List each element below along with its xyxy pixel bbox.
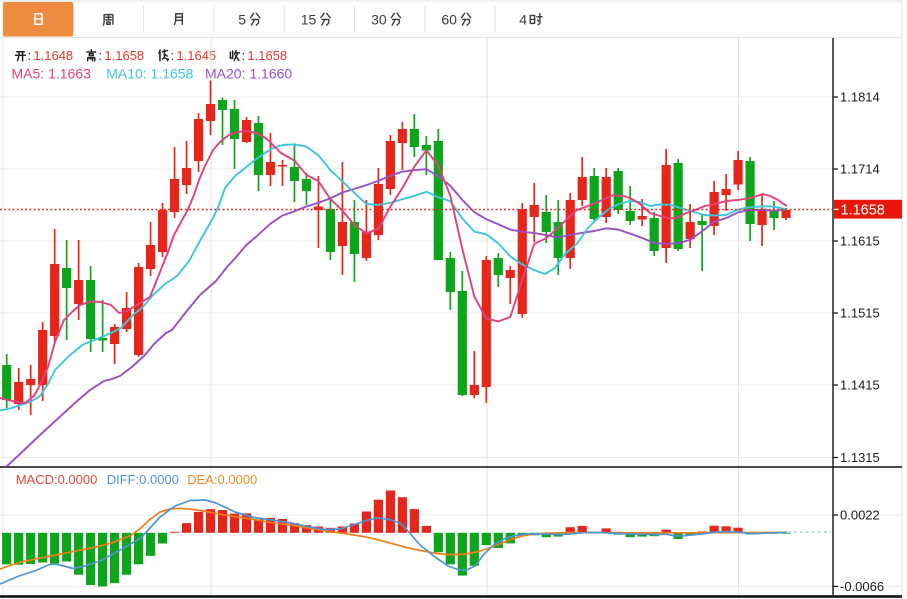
svg-text:1.1658: 1.1658 — [247, 48, 287, 63]
svg-text:MACD:0.0000: MACD:0.0000 — [16, 472, 98, 487]
svg-text:1.1615: 1.1615 — [840, 234, 880, 249]
svg-text:1.1714: 1.1714 — [840, 162, 880, 177]
svg-text:60: 60 — [441, 12, 457, 28]
svg-text:1.1814: 1.1814 — [840, 90, 880, 105]
svg-text:1.1658: 1.1658 — [104, 48, 144, 63]
svg-text:1.1645: 1.1645 — [176, 48, 216, 63]
svg-text:5: 5 — [238, 12, 246, 28]
svg-text:1.1315: 1.1315 — [840, 450, 880, 465]
svg-text::: : — [99, 48, 103, 63]
svg-text::: : — [171, 48, 175, 63]
svg-text:-0.0066: -0.0066 — [840, 579, 884, 594]
svg-text:15: 15 — [301, 12, 317, 28]
svg-text:MA5: 1.1663: MA5: 1.1663 — [12, 65, 92, 81]
svg-text:0.0022: 0.0022 — [840, 508, 880, 523]
svg-text:30: 30 — [371, 12, 387, 28]
svg-text:4: 4 — [519, 12, 527, 28]
svg-text::: : — [28, 48, 32, 63]
svg-text:1.1515: 1.1515 — [840, 306, 880, 321]
svg-text:MA20: 1.1660: MA20: 1.1660 — [205, 65, 292, 81]
svg-text:MA10: 1.1658: MA10: 1.1658 — [106, 65, 193, 81]
svg-text:DEA:0.0000: DEA:0.0000 — [187, 472, 257, 487]
svg-text:1.1648: 1.1648 — [33, 48, 73, 63]
svg-text:1.1415: 1.1415 — [840, 378, 880, 393]
svg-text::: : — [242, 48, 246, 63]
svg-text:DIFF:0.0000: DIFF:0.0000 — [107, 472, 179, 487]
svg-text:1.1658: 1.1658 — [841, 202, 885, 218]
